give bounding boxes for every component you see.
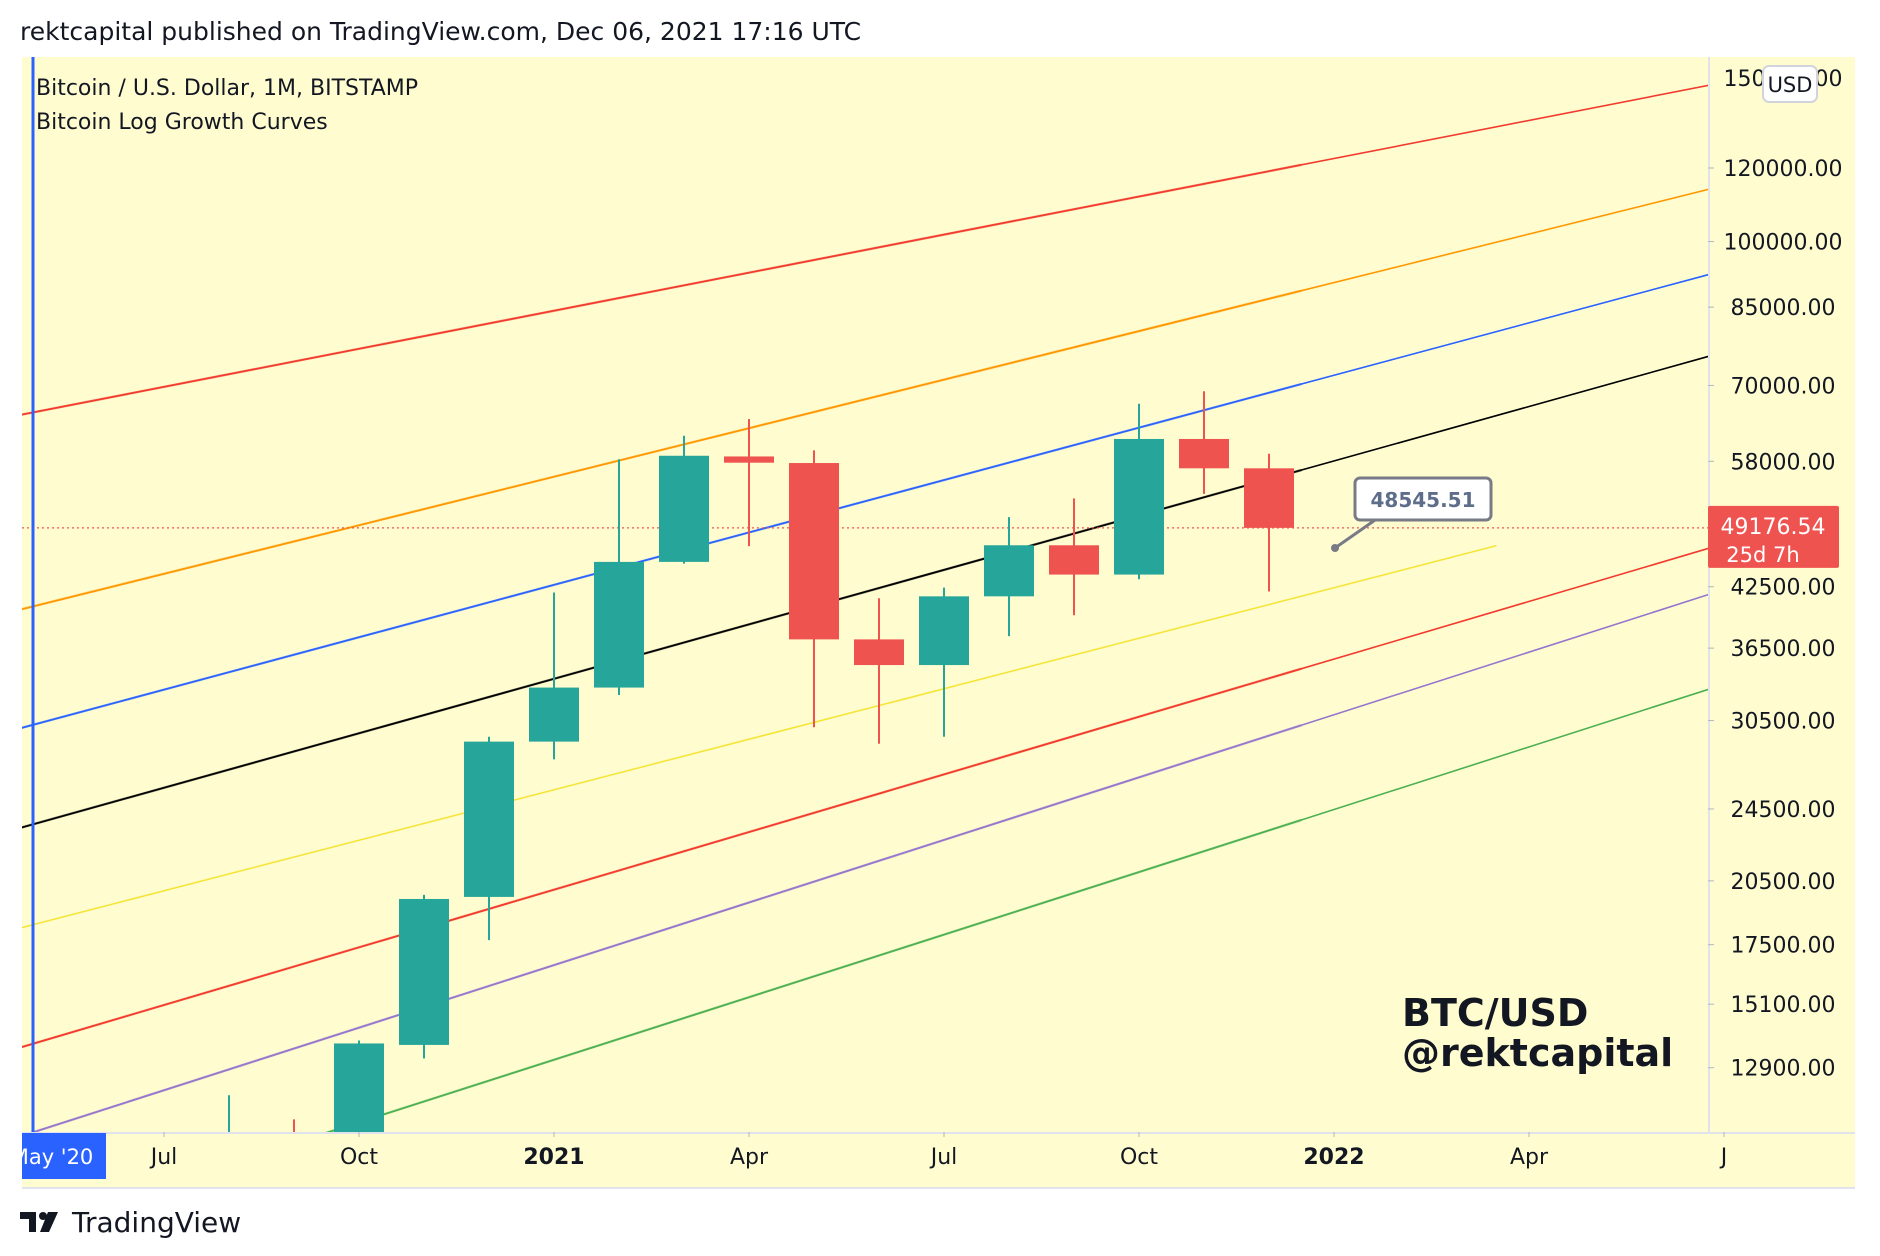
candle-body[interactable]	[334, 1043, 384, 1139]
time-axis-highlight	[22, 1133, 106, 1179]
plot-area[interactable]	[22, 57, 1708, 1132]
indicator-name: Bitcoin Log Growth Curves	[36, 110, 328, 135]
callout-anchor-dot[interactable]	[1331, 544, 1339, 552]
candle-body[interactable]	[789, 463, 839, 640]
price-tick-label: 36500.00	[1731, 637, 1836, 662]
chart-symbol-title: Bitcoin / U.S. Dollar, 1M, BITSTAMP	[36, 76, 418, 101]
candle-body[interactable]	[399, 898, 449, 1045]
callout-box[interactable]	[1353, 476, 1493, 522]
tradingview-brand: TradingView	[72, 1205, 242, 1239]
time-tick-label: Jul	[929, 1145, 958, 1170]
time-tick-label: May '20	[11, 1145, 94, 1169]
price-tick-label: 120000.00	[1724, 157, 1843, 182]
price-tick-label: 100000.00	[1724, 231, 1843, 256]
current-price-label: 49176.54	[1721, 515, 1826, 540]
price-tick-label: 85000.00	[1731, 296, 1836, 321]
time-axis-bg	[22, 1132, 1855, 1188]
watermark-handle: @rektcapital	[1402, 1031, 1673, 1075]
price-tick-label: 70000.00	[1731, 374, 1836, 399]
price-tick-label: 30500.00	[1731, 710, 1836, 735]
time-tick-label: Oct	[340, 1145, 378, 1170]
tradingview-logo-icon	[20, 1212, 58, 1232]
candle-body[interactable]	[984, 545, 1034, 597]
price-tick-label: 17500.00	[1731, 934, 1836, 959]
candles	[228, 391, 1294, 1139]
candle-body[interactable]	[724, 456, 774, 463]
growth-curve-history-red	[22, 667, 1302, 1049]
candle-countdown: 25d 7h	[1726, 543, 1799, 567]
publish-header: rektcapital published on TradingView.com…	[20, 17, 862, 46]
time-tick-label: Apr	[730, 1145, 769, 1170]
time-tick-label: Apr	[1510, 1145, 1549, 1170]
time-tick-label: 2021	[523, 1145, 584, 1170]
time-tick-label: Oct	[1120, 1145, 1158, 1170]
candle-body[interactable]	[919, 596, 969, 666]
growth-curve-history-blue	[22, 382, 1302, 730]
candle-body[interactable]	[464, 741, 514, 897]
price-tick-label: 15100.00	[1731, 993, 1836, 1018]
candlestick-chart[interactable]: 48545.51 Bitcoin / U.S. Dollar, 1M, BITS…	[0, 0, 1880, 1200]
growth-curve-history-red	[22, 163, 1302, 416]
growth-curves	[22, 84, 1708, 1132]
candle-body[interactable]	[529, 687, 579, 742]
candle-body[interactable]	[1244, 468, 1294, 528]
candle-body[interactable]	[854, 639, 904, 666]
price-tick-label: 20500.00	[1731, 870, 1836, 895]
watermark-pair: BTC/USD	[1402, 991, 1588, 1035]
candle-body[interactable]	[659, 455, 709, 562]
price-tick-label: 42500.00	[1731, 576, 1836, 601]
price-tick-label: 58000.00	[1731, 450, 1836, 475]
price-tick-label: 12900.00	[1731, 1057, 1836, 1082]
growth-curve-yellow	[22, 544, 1497, 929]
price-callout[interactable]: 48545.51	[1331, 476, 1493, 552]
growth-curve-history-orange	[22, 289, 1302, 611]
candle-body[interactable]	[594, 561, 644, 688]
growth-curve-history-black	[22, 468, 1302, 829]
time-tick-label: J	[1719, 1145, 1728, 1170]
candle-body[interactable]	[1179, 438, 1229, 469]
price-axis-bg	[1708, 57, 1855, 1188]
time-axis[interactable]: May '20 Jul Oct 2021 Apr Jul Oct 2022 Apr J	[11, 1132, 1855, 1189]
tradingview-logo[interactable]: TradingView	[20, 1204, 241, 1240]
currency-label: USD	[1768, 73, 1813, 97]
currency-button[interactable]: USD	[1762, 65, 1818, 103]
growth-curve-history-purple	[30, 724, 1302, 1132]
callout-value: 48545.51	[1370, 488, 1475, 512]
price-axis[interactable]: 12900.00 15100.00 17500.00 20500.00 24500.00…	[1708, 57, 1855, 1188]
time-tick-label: Jul	[149, 1145, 178, 1170]
growth-curve-history-green	[324, 818, 1302, 1132]
candle-body[interactable]	[1114, 438, 1164, 575]
price-tick-label: 24500.00	[1731, 798, 1836, 823]
current-price-badge: 49176.54 25d 7h	[1708, 505, 1839, 568]
callout-stem	[1334, 516, 1379, 550]
candle-body[interactable]	[1049, 545, 1099, 575]
time-tick-label: 2022	[1303, 1145, 1364, 1170]
